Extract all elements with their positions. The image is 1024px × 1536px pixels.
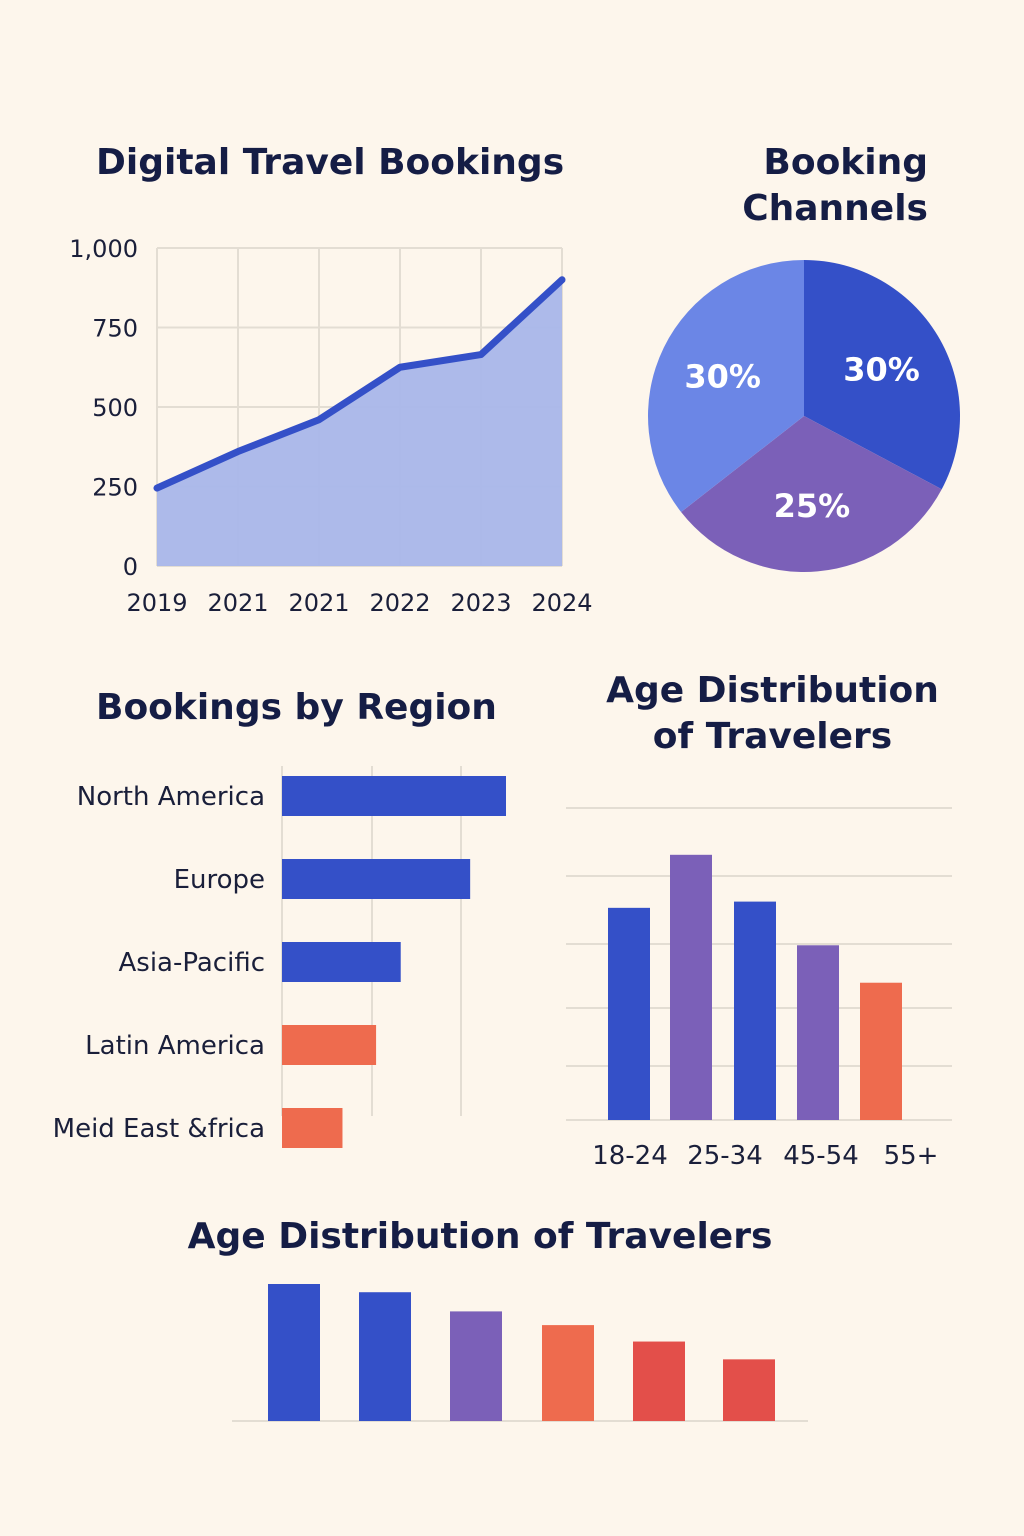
age-2-bar — [633, 1341, 685, 1421]
region-category-label: Latin America — [85, 1031, 265, 1061]
region-chart-title: Bookings by Region — [96, 687, 497, 728]
age-2-bar — [268, 1284, 320, 1421]
age-category-label: 25-34 — [687, 1141, 763, 1171]
line-chart-ytick: 0 — [123, 553, 138, 581]
pie-chart-title: Booking Channels — [700, 140, 928, 232]
region-category-label: Meid East &frica — [53, 1114, 265, 1144]
age-bar — [608, 907, 650, 1120]
line-chart-xtick: 2021 — [207, 589, 268, 617]
age-category-label: 45-54 — [783, 1141, 859, 1171]
age-bar — [860, 982, 902, 1120]
pie-chart-title-text: Booking Channels — [742, 142, 928, 229]
age-bar — [670, 854, 712, 1120]
age-bar — [734, 901, 776, 1120]
pie-slice-label: 25% — [774, 487, 851, 525]
line-chart-ytick: 750 — [92, 315, 138, 343]
age-chart-title-text: Age Distribution of Travelers — [606, 670, 939, 757]
age-chart-2-title: Age Distribution of Travelers — [187, 1216, 773, 1257]
pie-slice — [647, 260, 804, 513]
region-bar — [282, 859, 471, 899]
region-category-label: Asia-Pacific — [118, 948, 265, 978]
line-chart-ytick: 500 — [92, 394, 138, 422]
region-category-label: North America — [77, 782, 265, 812]
region-bar — [282, 942, 401, 982]
line-chart-xtick: 2023 — [450, 589, 511, 617]
region-bar — [282, 776, 506, 816]
line-chart-ytick: 1,000 — [69, 235, 138, 263]
age-chart-title: Age Distribution of Travelers — [600, 668, 945, 760]
age-bar — [797, 945, 839, 1120]
line-chart-xtick: 2021 — [288, 589, 349, 617]
region-bar — [282, 1025, 377, 1065]
age-2-bar — [359, 1292, 411, 1421]
line-chart-xtick: 2022 — [369, 589, 430, 617]
pie-slice-label: 30% — [684, 357, 761, 395]
age-2-bar — [542, 1325, 594, 1421]
pie-slice-label: 30% — [843, 350, 920, 388]
pie-slice — [681, 416, 942, 572]
line-chart-xtick: 2024 — [531, 589, 592, 617]
age-2-bar — [723, 1359, 775, 1421]
line-chart-ytick: 250 — [92, 474, 138, 502]
line-chart-title: Digital Travel Bookings — [96, 142, 565, 183]
line-chart-xtick: 2019 — [126, 589, 187, 617]
line-chart-series-line — [153, 276, 566, 492]
pie-slice — [804, 260, 960, 490]
line-chart-area — [157, 279, 562, 566]
age-category-label: 18-24 — [592, 1141, 668, 1171]
region-category-label: Europe — [174, 865, 265, 895]
age-category-label: 55+ — [884, 1141, 939, 1171]
region-bar — [282, 1108, 343, 1148]
age-2-bar — [450, 1311, 502, 1421]
